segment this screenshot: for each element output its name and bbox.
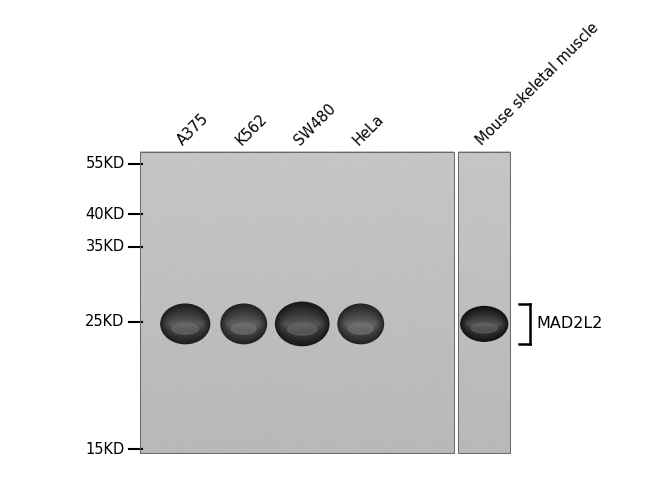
Ellipse shape <box>226 314 262 334</box>
Text: MAD2L2: MAD2L2 <box>536 316 603 332</box>
Text: Mouse skeletal muscle: Mouse skeletal muscle <box>474 20 602 148</box>
Ellipse shape <box>280 310 325 337</box>
Ellipse shape <box>467 317 502 331</box>
Ellipse shape <box>276 302 329 346</box>
Ellipse shape <box>277 305 328 343</box>
Ellipse shape <box>348 323 373 334</box>
Ellipse shape <box>227 317 261 331</box>
Ellipse shape <box>345 319 377 329</box>
Ellipse shape <box>278 308 326 340</box>
Ellipse shape <box>229 321 259 326</box>
Ellipse shape <box>285 321 320 327</box>
Ellipse shape <box>227 319 260 329</box>
Ellipse shape <box>465 315 503 333</box>
Ellipse shape <box>166 314 205 334</box>
Text: 55KD: 55KD <box>86 156 125 172</box>
Ellipse shape <box>281 313 324 335</box>
Ellipse shape <box>461 307 508 341</box>
Text: 40KD: 40KD <box>85 207 125 222</box>
Ellipse shape <box>341 309 382 339</box>
Text: 15KD: 15KD <box>86 442 125 457</box>
Ellipse shape <box>164 311 206 336</box>
Ellipse shape <box>282 316 322 332</box>
Ellipse shape <box>343 314 379 334</box>
Ellipse shape <box>344 317 378 331</box>
Ellipse shape <box>224 311 263 336</box>
Ellipse shape <box>163 309 207 339</box>
Ellipse shape <box>469 322 499 326</box>
Text: K562: K562 <box>233 111 270 148</box>
Bar <box>458 152 510 453</box>
Bar <box>140 152 454 453</box>
Ellipse shape <box>168 319 202 329</box>
Ellipse shape <box>468 320 500 328</box>
Ellipse shape <box>231 323 256 334</box>
Ellipse shape <box>287 323 317 335</box>
Ellipse shape <box>341 311 380 336</box>
Ellipse shape <box>221 304 266 344</box>
Ellipse shape <box>162 307 209 341</box>
Ellipse shape <box>471 323 497 333</box>
Ellipse shape <box>463 311 505 337</box>
Text: A375: A375 <box>175 110 212 148</box>
Text: 35KD: 35KD <box>86 239 125 254</box>
Ellipse shape <box>462 309 506 339</box>
Ellipse shape <box>283 319 321 329</box>
Ellipse shape <box>224 309 264 339</box>
Text: HeLa: HeLa <box>350 111 387 148</box>
Ellipse shape <box>170 321 201 326</box>
Ellipse shape <box>339 307 382 341</box>
Ellipse shape <box>167 317 203 331</box>
Ellipse shape <box>161 304 209 344</box>
Ellipse shape <box>338 304 384 344</box>
Text: SW480: SW480 <box>292 101 339 148</box>
Ellipse shape <box>346 321 376 326</box>
Ellipse shape <box>172 323 199 334</box>
Text: 25KD: 25KD <box>85 314 125 330</box>
Ellipse shape <box>222 307 265 341</box>
Ellipse shape <box>464 313 504 335</box>
